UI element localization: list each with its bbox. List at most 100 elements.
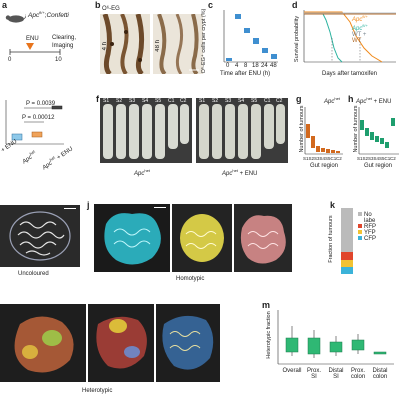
k-legend-4: CFP xyxy=(364,236,376,242)
genotype-label: Apcfl/+;Confetti xyxy=(28,10,69,19)
homotypic-cyan-image xyxy=(94,204,170,272)
genotype-sup1: fl/+ xyxy=(39,10,45,15)
d-legend-3-text: WT xyxy=(352,38,362,44)
homotypic-caption: Homotypic xyxy=(176,276,205,282)
h-xtick-0: S1 xyxy=(357,156,363,161)
f-right-region-5: C1 xyxy=(264,98,271,104)
k-legend-yfp: YFP xyxy=(358,230,400,236)
f-caption-left: Apchet xyxy=(134,168,150,177)
f-caption-right-suffix: + ENU xyxy=(237,171,258,177)
panel-c-label: c xyxy=(208,0,214,10)
panel-d-xlabel: Days after tamoxifen xyxy=(322,71,378,77)
panel-e-plot xyxy=(4,98,66,148)
f-left-region-6: C2 xyxy=(180,98,187,104)
k-legend-nolabel-2: labe xyxy=(364,218,376,224)
c-xtick-2: 8 xyxy=(244,63,248,69)
f-right-region-6: C2 xyxy=(276,98,283,104)
f-left-region-1: S2 xyxy=(116,98,123,104)
d-legend-1-text: Apc xyxy=(352,26,363,32)
e-pvalue-2: P = 0.00012 xyxy=(22,115,55,121)
f-right-region-4: S5 xyxy=(251,98,258,104)
g-xtick-4: S5 xyxy=(325,156,331,161)
timeline xyxy=(4,30,74,70)
panel-h-xticks: S1 S2 S3 S4 S5 C1 C2 xyxy=(357,156,399,163)
step-2: Imaging xyxy=(52,43,74,49)
g-xtick-2: S3 xyxy=(314,156,320,161)
m-box-2 xyxy=(329,341,343,353)
d-legend-1: Apcfl/+ xyxy=(352,23,400,32)
k-legend-cfp: CFP xyxy=(358,236,400,242)
k-legend-2: RFP xyxy=(364,224,376,230)
panel-c-boxes xyxy=(226,14,277,61)
g-box-0 xyxy=(306,124,310,138)
k-seg-rfp xyxy=(341,252,353,260)
scale-bar xyxy=(64,208,76,209)
gut-image-apc-enu: S1 S2 S3 S4 S5 C1 C2 xyxy=(196,98,288,163)
c-box-4 xyxy=(235,14,241,19)
panel-a-label: a xyxy=(2,0,8,10)
panel-d-legend: Apcfl/+ Apcfl/+ WT + WT xyxy=(352,14,400,44)
g-xtick-3: S4 xyxy=(319,156,326,161)
h-title-sup: het xyxy=(366,96,372,101)
m-xtick-0: Overall xyxy=(280,368,304,374)
c-xtick-0: 0 xyxy=(226,63,230,69)
k-seg-yfp xyxy=(341,260,353,267)
panel-h-label: h xyxy=(348,94,354,104)
f-left-region-5: C1 xyxy=(168,98,175,104)
panel-h-xlabel: Gut region xyxy=(364,163,393,169)
m-xtick-1-l2: SI xyxy=(311,374,317,380)
mouse-icon xyxy=(4,10,27,23)
f-left-region-2: S3 xyxy=(129,98,136,104)
m-box-3 xyxy=(351,339,365,351)
panel-k-legend: No labe RFP YFP CFP xyxy=(358,212,400,242)
d-legend-0-sup: fl/+ xyxy=(362,14,368,19)
heterotypic-image-2 xyxy=(88,304,154,382)
genotype-name: Apc xyxy=(28,12,40,20)
step-1: Clearing, xyxy=(52,35,77,41)
h-box-2 xyxy=(370,132,374,140)
panel-b-label: b xyxy=(95,0,101,10)
d-legend-0: Apcfl/+ xyxy=(352,14,400,23)
heterotypic-image-1 xyxy=(0,304,86,382)
e-box-3 xyxy=(51,105,63,110)
h-box-3 xyxy=(375,136,379,142)
panel-f-label: f xyxy=(96,94,99,104)
heterotypic-image-3 xyxy=(156,304,220,382)
panel-g-xticks: S1 S2 S3 S4 S5 C1 C2 xyxy=(303,156,347,163)
c-box-48 xyxy=(271,54,277,59)
m-xtick-1: Prox. SI xyxy=(302,368,326,380)
d-legend-3: WT xyxy=(352,38,400,44)
m-xtick-4: Distal colon xyxy=(368,368,392,380)
k-seg-cfp xyxy=(341,267,353,274)
homotypic-red-image xyxy=(234,204,292,272)
uncoloured-tumour-image xyxy=(0,205,80,267)
c-box-8 xyxy=(244,28,250,33)
f-right-region-0: S1 xyxy=(199,98,206,104)
panel-m-label: m xyxy=(262,300,271,310)
genotype-confetti: Confetti xyxy=(46,12,69,20)
f-left-region-0: S1 xyxy=(103,98,110,104)
m-xtick-2: Distal SI xyxy=(324,368,348,380)
g-box-1 xyxy=(311,136,315,148)
h-box-1 xyxy=(365,128,369,136)
m-xtick-0-l1: Overall xyxy=(282,368,302,374)
d-legend-2-text: WT + xyxy=(352,32,367,38)
d-legend-1-sup: fl/+ xyxy=(362,23,368,28)
panel-k-ylabel: Fraction of tumours xyxy=(328,215,334,263)
panel-j-label: j xyxy=(87,200,90,210)
g-xtick-1: S2 xyxy=(308,156,315,161)
panel-m-plot xyxy=(276,308,396,368)
treatment-label: ENU xyxy=(26,36,39,42)
m-box-1 xyxy=(307,337,321,355)
k-seg-nolabel xyxy=(341,208,353,252)
e-xlabel-2-text: Apc xyxy=(41,160,54,172)
k-legend-3: YFP xyxy=(364,230,376,236)
g-box-6 xyxy=(336,151,340,153)
ihc-image-48h: 48 h xyxy=(153,14,203,74)
h-box-5 xyxy=(385,142,389,148)
h-xtick-3: S4 xyxy=(373,156,380,161)
d-legend-0-text: Apc xyxy=(352,17,363,23)
c-box-0 xyxy=(226,58,232,61)
panel-c-xlabel: Time after ENU (h) xyxy=(220,71,271,77)
e-xlabel-1-text: Apc xyxy=(21,154,34,166)
